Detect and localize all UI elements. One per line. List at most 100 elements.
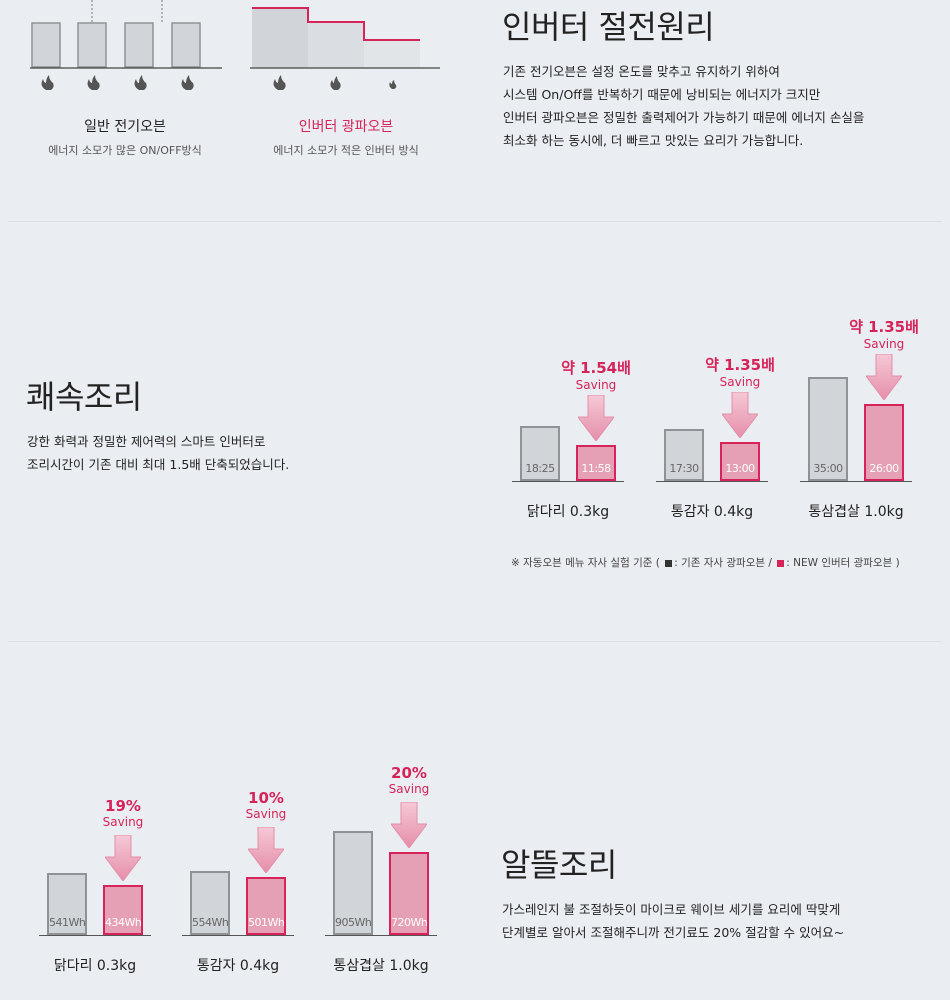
legend-square-new (777, 559, 785, 567)
bar-new: 13:00 (720, 442, 760, 481)
step-area (308, 22, 364, 68)
down-arrow-icon (391, 802, 427, 849)
category-label: 통감자 0.4kg (196, 958, 280, 974)
footnote-prefix: ※ 자동오븐 메뉴 자사 실험 기준 ( (511, 557, 660, 569)
bar-old: 905Wh (333, 831, 373, 935)
left-caption-sub: 에너지 소모가 많은 ON/OFF방식 (48, 144, 202, 157)
down-arrow-icon (248, 827, 284, 874)
saving-value: 19% (105, 797, 141, 816)
bar-old: 18:25 (520, 426, 560, 481)
saving-label: 약 1.35배 Saving (829, 316, 939, 351)
saving-text: Saving (719, 375, 761, 390)
right-caption-sub: 에너지 소모가 적은 인버터 방식 (273, 144, 419, 157)
section1-paragraph: 기존 전기오븐은 설정 온도를 맞추고 유지하기 위하여 시스템 On/Off를… (503, 60, 864, 152)
chart-baseline (512, 481, 624, 482)
paragraph-line: 단계별로 알아서 조절해주니까 전기료도 20% 절감할 수 있어요~ (502, 925, 845, 940)
paragraph-line: 강한 화력과 정밀한 제어력의 스마트 인버터로 (27, 434, 266, 449)
section2-paragraph: 강한 화력과 정밀한 제어력의 스마트 인버터로 조리시간이 기존 대비 최대 … (27, 430, 289, 476)
bar-old: 35:00 (808, 377, 848, 481)
bar-new: 720Wh (389, 852, 429, 935)
saving-value: 약 1.35배 (849, 317, 919, 336)
down-arrow-icon (722, 392, 758, 439)
bar-new: 434Wh (103, 885, 143, 935)
paragraph-line: 조리시간이 기존 대비 최대 1.5배 단축되었습니다. (27, 457, 290, 472)
bar-new: 501Wh (246, 877, 286, 935)
bar-old: 541Wh (47, 872, 87, 935)
down-arrow-icon (105, 835, 141, 882)
category-label: 닭다리 0.3kg (53, 958, 137, 974)
down-arrow-icon (866, 353, 902, 400)
step-area (252, 8, 308, 68)
legend-square-old (665, 559, 673, 567)
bar-new-label: 720Wh (391, 915, 428, 929)
chart-baseline (800, 481, 912, 482)
paragraph-line: 인버터 광파오븐은 정밀한 출력제어가 가능하기 때문에 에너지 손실을 (503, 110, 865, 125)
saving-text: Saving (245, 807, 287, 822)
saving-text: Saving (863, 336, 905, 351)
power-line (252, 7, 420, 41)
flame-icon (273, 75, 397, 90)
bar-old-label: 905Wh (335, 916, 372, 929)
bar-old-label: 17:30 (669, 462, 699, 475)
saving-label: 19% Saving (68, 797, 178, 829)
section3-title: 알뜰조리 (501, 846, 617, 884)
section-divider (8, 641, 942, 642)
bar-new-label: 434Wh (105, 915, 142, 929)
saving-label: 20% Saving (354, 764, 464, 796)
section-divider (8, 221, 942, 222)
saving-value: 10% (248, 789, 284, 808)
saving-label: 약 1.54배 Saving (541, 357, 651, 392)
cooking-time-chart: 18:25 11:58 약 1.54배 Saving 닭다리 0.3kg 17:30 13:… (512, 316, 939, 520)
saving-label: 10% Saving (211, 789, 321, 821)
section2-title: 쾌속조리 (26, 378, 142, 416)
saving-text: Saving (102, 815, 144, 830)
bar-new-label: 13:00 (725, 461, 755, 475)
bar-old-label: 541Wh (49, 915, 86, 929)
onoff-bar (171, 22, 201, 68)
legend-new-label: : NEW 인버터 광파오븐 ) (786, 557, 900, 569)
category-label: 통삼겹살 1.0kg (808, 504, 904, 520)
right-caption-title: 인버터 광파오븐 (298, 119, 394, 135)
inverter-diagram (250, 7, 440, 90)
onoff-bar (77, 22, 107, 68)
bar-new-label: 11:58 (581, 461, 611, 475)
saving-text: Saving (575, 378, 617, 393)
paragraph-line: 기존 전기오븐은 설정 온도를 맞추고 유지하기 위하여 (503, 64, 780, 79)
saving-value: 약 1.35배 (705, 356, 775, 375)
category-label: 닭다리 0.3kg (526, 504, 610, 520)
flame-icon (41, 75, 194, 90)
saving-label: 약 1.35배 Saving (685, 354, 795, 389)
saving-text: Saving (388, 782, 430, 797)
category-label: 통삼겹살 1.0kg (333, 958, 429, 974)
section1-title: 인버터 절전원리 (502, 8, 715, 46)
onoff-bar (124, 22, 154, 68)
bar-new-label: 501Wh (248, 915, 285, 929)
saving-value: 20% (391, 764, 427, 783)
bar-old: 17:30 (664, 429, 704, 481)
onoff-diagram (30, 0, 222, 90)
legend-old-label: : 기존 자사 광파오븐 / (674, 557, 772, 569)
paragraph-line: 시스템 On/Off를 반복하기 때문에 낭비되는 에너지가 크지만 (503, 87, 821, 102)
chart-baseline (656, 481, 768, 482)
bar-new: 26:00 (864, 403, 904, 481)
category-label: 통감자 0.4kg (670, 504, 754, 520)
chart-baseline (325, 935, 437, 936)
section3-paragraph: 가스레인지 불 조절하듯이 마이크로 웨이브 세기를 요리에 딱맞게 단계별로 … (502, 898, 844, 944)
bar-new: 11:58 (576, 445, 616, 481)
chart-baseline (182, 935, 294, 936)
down-arrow-icon (578, 395, 614, 442)
saving-value: 약 1.54배 (561, 359, 631, 378)
paragraph-line: 최소화 하는 동시에, 더 빠르고 맛있는 요리가 가능합니다. (503, 133, 804, 148)
paragraph-line: 가스레인지 불 조절하듯이 마이크로 웨이브 세기를 요리에 딱맞게 (502, 902, 841, 917)
chart-footnote: ※ 자동오븐 메뉴 자사 실험 기준 ( : 기존 자사 광파오븐 / : NE… (511, 555, 900, 570)
bar-old-label: 18:25 (525, 461, 555, 475)
bar-old: 554Wh (190, 871, 230, 935)
step-area (364, 40, 420, 68)
bar-old-label: 554Wh (192, 915, 229, 929)
bar-old-label: 35:00 (813, 462, 843, 475)
bar-new-label: 26:00 (869, 461, 899, 475)
left-caption-title: 일반 전기오븐 (84, 119, 166, 135)
onoff-bar (31, 22, 61, 68)
chart-baseline (39, 935, 151, 936)
